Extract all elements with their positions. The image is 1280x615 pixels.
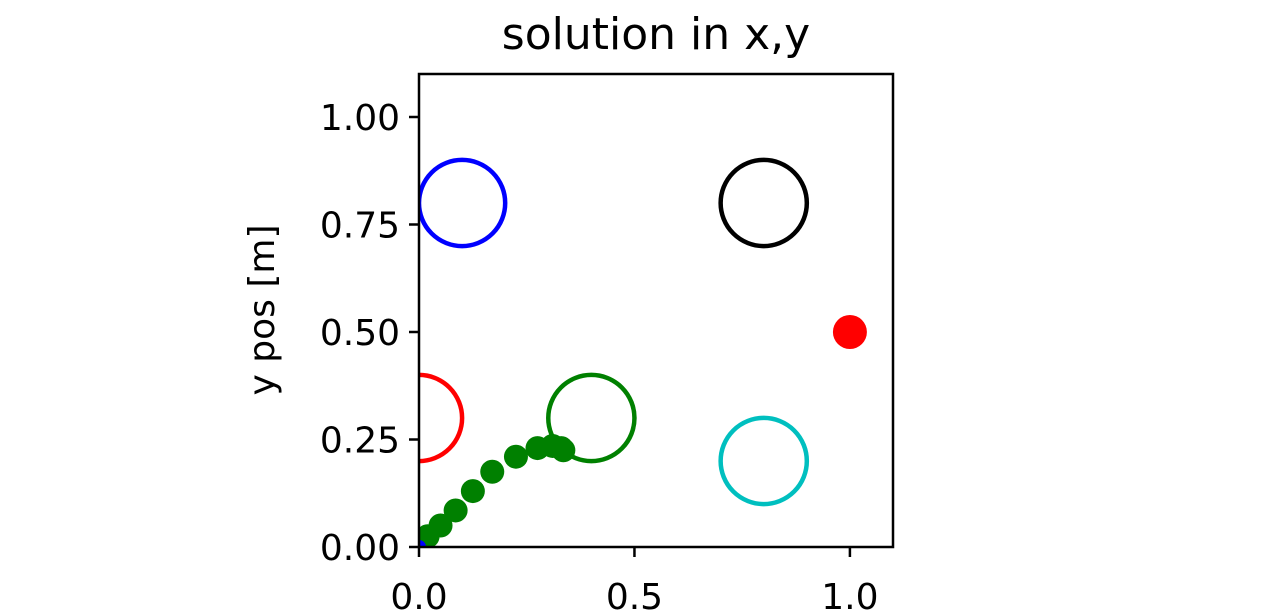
x-tick-label-0: 0.0 bbox=[390, 577, 447, 615]
obstacle-circle-1 bbox=[718, 157, 810, 249]
chart-title: solution in x,y bbox=[502, 9, 810, 60]
start-point bbox=[419, 540, 426, 547]
plot-area bbox=[419, 157, 867, 547]
y-tick-label-1: 0.25 bbox=[320, 421, 400, 462]
trajectory-point-2 bbox=[428, 513, 453, 538]
obstacle-circle-2 bbox=[419, 372, 465, 464]
goal-point bbox=[832, 315, 867, 349]
y-tick-label-3: 0.75 bbox=[320, 206, 400, 247]
y-axis-label: y pos [m] bbox=[242, 225, 283, 396]
y-axis: 0.00 0.25 0.50 0.75 1.00 bbox=[320, 98, 419, 569]
y-tick-label-4: 1.00 bbox=[320, 98, 400, 139]
trajectory-point-6 bbox=[503, 444, 528, 469]
obstacle-circle-4 bbox=[718, 415, 810, 507]
trajectory-point-3 bbox=[443, 498, 468, 523]
trajectory-point-4 bbox=[460, 479, 485, 504]
x-axis: 0.0 0.5 1.0 bbox=[390, 547, 879, 615]
x-tick-label-2: 1.0 bbox=[821, 577, 878, 615]
y-tick-label-0: 0.00 bbox=[320, 528, 400, 569]
obstacle-circle-0 bbox=[419, 157, 508, 249]
trajectory-point-5 bbox=[480, 459, 505, 484]
trajectory-point-10 bbox=[551, 438, 576, 463]
plot-frame bbox=[417, 72, 895, 549]
y-tick-label-2: 0.50 bbox=[320, 313, 400, 354]
obstacle-circle-3 bbox=[546, 372, 637, 464]
x-tick-label-1: 0.5 bbox=[606, 577, 663, 615]
